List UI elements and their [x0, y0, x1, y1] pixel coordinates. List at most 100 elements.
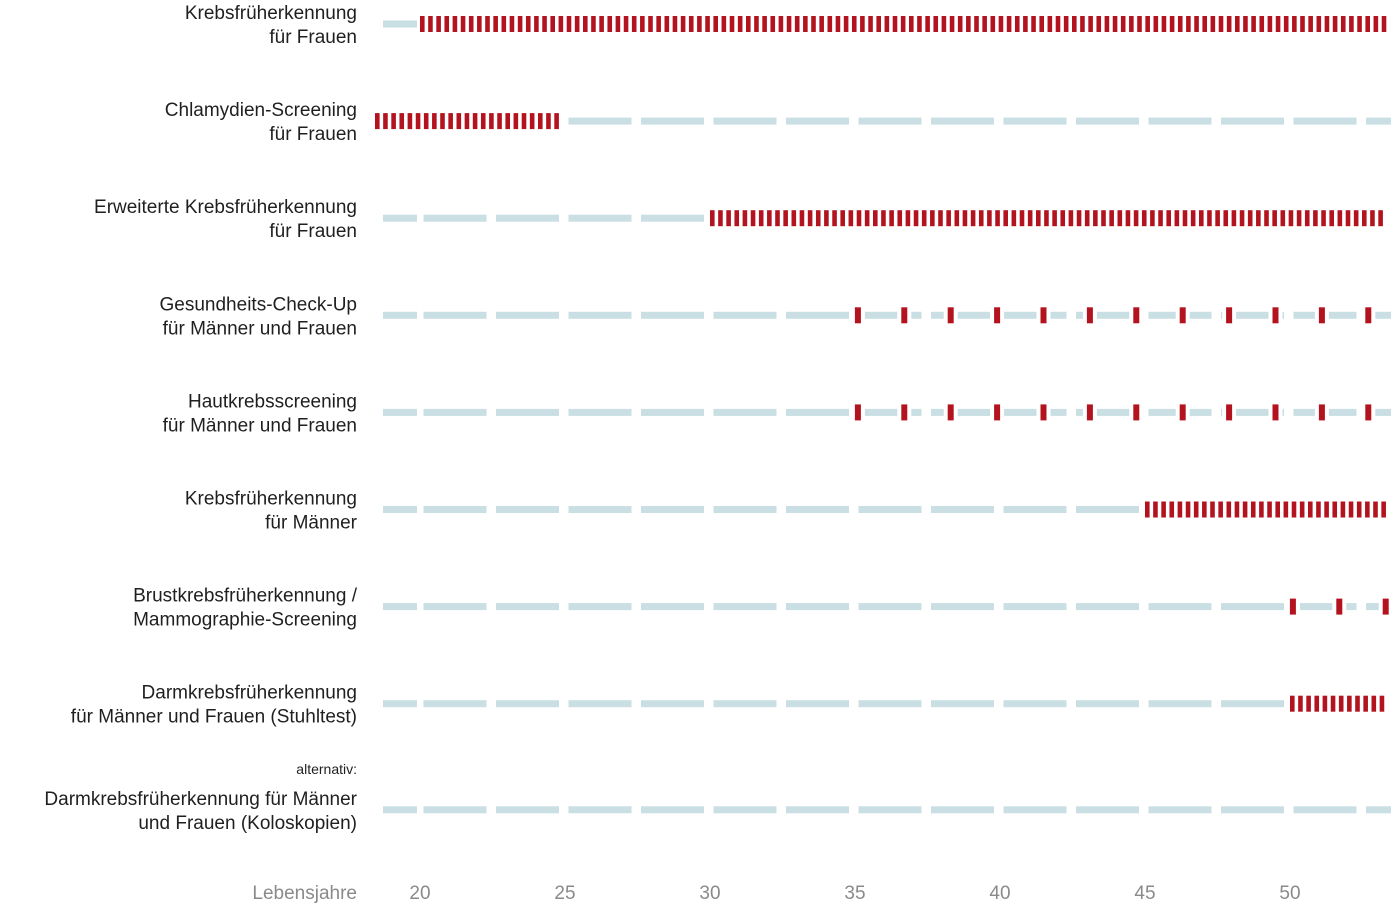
baseline-dash	[383, 311, 417, 319]
exam-mark	[1242, 501, 1248, 518]
exam-mark	[876, 16, 881, 32]
exam-mark	[1362, 210, 1367, 227]
exam-mark	[775, 210, 780, 227]
exam-mark	[1186, 16, 1191, 32]
baseline-dash	[1148, 603, 1212, 611]
baseline-dash	[1366, 311, 1391, 319]
exam-mark	[786, 16, 792, 32]
exam-mark	[995, 210, 1000, 227]
exam-mark	[1040, 404, 1047, 421]
baseline-dash	[713, 311, 777, 319]
exam-mark	[901, 307, 908, 324]
baseline-dash	[858, 806, 922, 814]
baseline-dash	[568, 603, 632, 611]
exam-mark	[1125, 210, 1131, 227]
exam-mark	[1169, 501, 1175, 518]
exam-mark	[529, 113, 535, 130]
baseline-dash	[931, 117, 994, 125]
exam-mark	[1052, 210, 1057, 227]
exam-mark	[962, 210, 968, 227]
exam-mark	[881, 210, 886, 227]
exam-mark	[599, 16, 604, 32]
exam-mark	[1084, 210, 1090, 227]
exam-mark	[1235, 16, 1240, 32]
row-label-line: für Männer und Frauen	[163, 415, 357, 436]
baseline-dash	[1293, 603, 1357, 611]
row-label-line: für Männer und Frauen (Stuhltest)	[71, 707, 357, 728]
baseline-dash	[1076, 806, 1139, 814]
exam-mark	[843, 16, 849, 32]
exam-mark	[721, 16, 727, 32]
baseline-dash	[1003, 311, 1067, 319]
baseline-dash	[641, 506, 704, 513]
row-label-line: Mammographie-Screening	[133, 610, 357, 631]
exam-mark	[832, 210, 837, 227]
baseline-dash	[858, 603, 922, 611]
exam-mark	[1088, 16, 1093, 32]
exam-mark	[1381, 16, 1387, 32]
exam-mark	[1014, 16, 1020, 32]
exam-mark	[1291, 501, 1297, 518]
exam-mark	[1243, 16, 1248, 32]
baseline-dash	[423, 700, 487, 708]
exam-mark	[1267, 16, 1273, 32]
exam-mark	[1365, 16, 1370, 32]
exam-mark	[456, 113, 462, 130]
baseline-dash	[858, 311, 922, 319]
exam-mark	[1353, 210, 1359, 227]
exam-mark	[970, 210, 976, 227]
exam-mark	[1153, 501, 1158, 518]
baseline-dash	[383, 506, 417, 513]
exam-mark	[726, 210, 731, 227]
exam-mark	[1182, 210, 1188, 227]
exam-mark	[1076, 210, 1082, 227]
exam-mark	[1226, 307, 1233, 324]
exam-mark	[848, 210, 854, 227]
exam-mark	[1332, 501, 1338, 518]
exam-mark	[583, 16, 588, 32]
exam-mark	[1378, 210, 1383, 227]
exam-mark	[558, 16, 564, 32]
baseline-dash	[641, 408, 704, 416]
exam-mark	[767, 210, 772, 227]
baseline-dash	[786, 806, 849, 814]
exam-mark	[1150, 210, 1155, 227]
exam-mark	[742, 210, 748, 227]
exam-mark	[1308, 501, 1313, 518]
exam-mark	[464, 113, 470, 130]
row-label-line: Krebsfrüherkennung	[185, 489, 357, 510]
exam-mark	[1210, 16, 1216, 32]
exam-mark	[994, 404, 1001, 421]
exam-mark	[1247, 210, 1253, 227]
exam-mark	[930, 210, 935, 227]
exam-mark	[854, 404, 861, 421]
exam-mark	[1306, 695, 1311, 712]
baseline-dash	[1221, 700, 1284, 708]
exam-mark	[917, 16, 922, 32]
exam-mark	[550, 16, 555, 32]
baseline-dash	[423, 806, 487, 814]
exam-mark	[534, 16, 539, 32]
exam-mark	[737, 16, 743, 32]
exam-range-backing	[373, 112, 567, 131]
exam-mark	[574, 16, 580, 32]
exam-mark	[990, 16, 996, 32]
exam-mark	[1112, 16, 1118, 32]
exam-mark	[460, 16, 466, 32]
baseline-dash	[641, 806, 704, 814]
exam-mark	[525, 16, 531, 32]
exam-mark	[1086, 404, 1093, 421]
baseline-dash	[931, 700, 994, 708]
exam-mark	[827, 16, 833, 32]
x-axis-label: Lebensjahre	[252, 883, 357, 904]
exam-mark	[1223, 210, 1229, 227]
baseline-dash	[383, 603, 417, 611]
exam-mark	[1226, 501, 1232, 518]
exam-mark	[375, 113, 380, 130]
baseline-dash	[496, 408, 559, 416]
exam-mark	[1304, 210, 1310, 227]
exam-mark	[758, 210, 764, 227]
exam-mark	[615, 16, 621, 32]
exam-mark	[1169, 16, 1175, 32]
baseline-dash	[568, 117, 632, 125]
